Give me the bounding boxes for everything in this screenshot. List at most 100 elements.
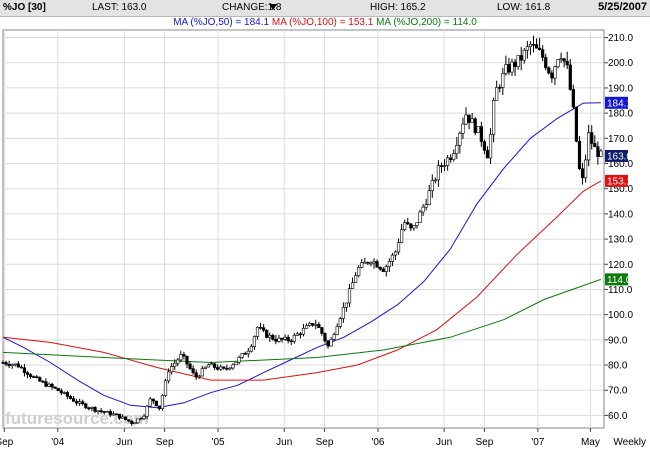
y-tick-label: 110.0 [608,285,633,296]
price-bar [130,420,134,424]
price-bar [498,87,502,89]
price-bar [262,327,266,331]
price-bar [311,323,315,326]
low-price: LOW: 161.8 [497,2,551,13]
last-price-tag: 163.0 [605,149,632,162]
price-bar [409,223,413,229]
x-tick-label: May [581,437,600,448]
price-bar [596,146,600,157]
quote-date: 5/25/2007 [598,1,647,13]
y-axis: 60.0 70.0 80.0 90.0 100.0 110.0 120.0 130.0 140.… [604,33,633,422]
price-bar [452,153,456,160]
price-bar [538,47,542,50]
x-tick-label: '06 [371,437,384,448]
price-bar [571,89,575,108]
price-bar [360,262,364,268]
price-bar [544,57,548,69]
ma100-tag: 153.1 [605,174,632,187]
price-bar [170,366,174,373]
price-bar [182,354,186,357]
price-bar [22,367,27,373]
price-bar [531,44,536,46]
price-bar [7,364,11,367]
price-bar [283,336,287,340]
price-bar [145,405,149,417]
price-bar [553,66,557,79]
value-tags: 184.1 163.0 153.1 114.0 [605,96,632,286]
legend-ma50: MA (%JO,50) = 184.1 [173,17,270,28]
price-bar [590,132,594,144]
price-bar [587,132,591,161]
price-bar [142,415,146,419]
price-bar [225,368,229,370]
ma100-tag-box [605,174,628,187]
ma-lines [2,102,602,409]
price-bar [534,44,539,49]
price-bar [154,400,158,407]
price-bar [139,418,143,420]
price-bar [550,72,554,79]
price-bar [436,165,441,181]
last-price: LAST: 163.0 [92,2,147,13]
price-bar [522,49,526,61]
legend-ma100: MA (%JO,100) = 153.1 [271,17,374,28]
y-tick-label: 210.0 [608,33,633,44]
price-bar [427,190,431,205]
last-price-tag-box [605,149,628,162]
price-bar [234,361,238,366]
price-bar [249,346,253,352]
price-bar [280,337,284,340]
price-bar [209,363,214,366]
x-tick-label: '04 [51,437,64,448]
price-bar [565,60,569,66]
price-bar [599,150,603,157]
ma200-tag: 114.0 [605,273,632,286]
price-bar [446,157,450,166]
price-bar [387,261,391,267]
x-tick-label: Jun [436,437,452,448]
price-bar [188,363,192,369]
price-bar [19,366,23,369]
price-bar [90,406,94,409]
price-bar [449,157,453,160]
price-bar [541,49,545,58]
price-bar [384,266,388,272]
price-bar [41,380,45,383]
price-bar [495,87,499,101]
price-bar [78,401,82,404]
price-bar [74,401,79,404]
price-bar [393,251,398,256]
price-bar [93,406,97,412]
price-bar [547,67,551,74]
price-bar [317,324,321,328]
price-bar [87,407,91,410]
price-bar [81,401,85,405]
price-bar [68,396,73,399]
x-tick-label: Sep [156,437,174,448]
y-tick-label: 140.0 [608,209,633,220]
price-bar [375,261,379,268]
price-bar [160,395,165,409]
y-tick-label: 130.0 [608,235,633,246]
y-tick-label: 80.0 [608,361,628,372]
price-bar [525,46,529,51]
quote-header: %JO [30] LAST: 163.0 CHANGE: 1.8 HIGH: 16… [0,0,650,17]
y-tick-label: 160.0 [608,159,633,170]
price-bar [32,376,36,378]
price-bar [277,337,281,342]
price-bars [1,35,603,426]
ma200-tag-label: 114.0 [607,275,632,286]
price-bar [464,114,468,125]
price-bar [255,326,260,337]
price-bar [403,222,407,231]
y-tick-label: 120.0 [608,260,633,271]
price-bar [418,211,422,223]
x-tick-label: Sep [0,437,14,448]
ma50-tag-box [605,96,628,109]
price-bar [476,126,480,134]
price-bar [323,333,327,342]
change-block: CHANGE: 1.8 [222,2,281,13]
price-bar [148,398,152,407]
price-bar [562,58,566,62]
